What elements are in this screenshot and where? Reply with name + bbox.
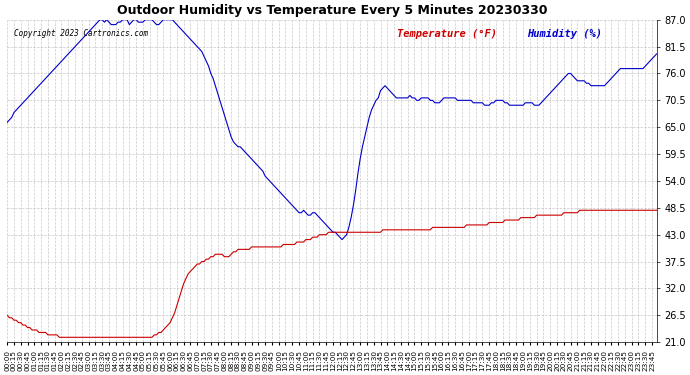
Title: Outdoor Humidity vs Temperature Every 5 Minutes 20230330: Outdoor Humidity vs Temperature Every 5 … [117, 4, 547, 17]
Text: Copyright 2023 Cartronics.com: Copyright 2023 Cartronics.com [14, 29, 148, 38]
Text: Temperature (°F): Temperature (°F) [397, 29, 497, 39]
Text: Humidity (%): Humidity (%) [526, 29, 602, 39]
